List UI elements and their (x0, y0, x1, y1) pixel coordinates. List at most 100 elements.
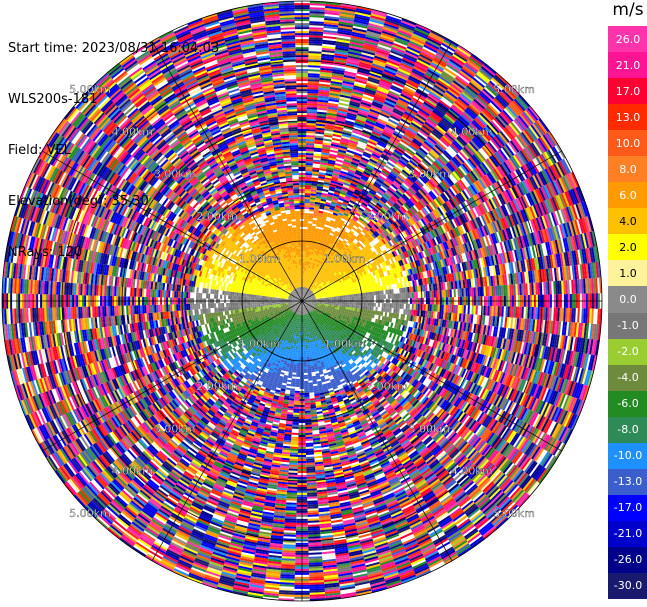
range-gate (307, 89, 319, 92)
range-gate (365, 306, 368, 310)
range-gate (389, 293, 392, 299)
range-gate (304, 219, 309, 222)
range-gate (375, 306, 378, 311)
range-gate (437, 304, 440, 312)
range-gate (397, 293, 400, 299)
range-gate (306, 245, 310, 248)
range-gate (334, 124, 345, 128)
range-gate (325, 3, 341, 8)
range-gate (327, 298, 330, 301)
range-gate (342, 80, 355, 86)
range-gate (314, 135, 324, 139)
range-gate (302, 265, 305, 268)
range-gate (329, 297, 332, 299)
range-gate (328, 153, 338, 158)
range-gate (383, 294, 386, 299)
range-gate (390, 322, 394, 328)
range-gate (305, 271, 308, 274)
range-gate (309, 13, 325, 16)
range-gate (326, 165, 335, 169)
range-gate (309, 203, 315, 206)
range-gate (381, 294, 384, 299)
range-gate (309, 31, 324, 34)
range-gate (317, 301, 320, 303)
range-gate (304, 189, 311, 192)
range-gate (319, 71, 333, 75)
range-gate (371, 306, 374, 311)
range-gate (303, 259, 306, 262)
range-gate (341, 304, 344, 307)
range-gate (302, 293, 304, 296)
range-gate (467, 305, 470, 315)
range-gate (371, 295, 374, 300)
range-gate (408, 280, 412, 287)
range-gate (307, 235, 311, 238)
range-gate (319, 73, 332, 77)
range-gate (326, 114, 337, 119)
range-gate (357, 302, 360, 306)
range-gate (353, 302, 356, 306)
range-gate (307, 101, 318, 104)
range-gate (373, 302, 376, 307)
range-gate (321, 55, 335, 60)
range-gate (306, 141, 315, 144)
range-gate (327, 108, 338, 113)
range-gate (397, 303, 400, 309)
range-gate (316, 115, 327, 119)
range-gate (303, 287, 305, 290)
range-gate (320, 196, 327, 200)
range-gate (355, 296, 358, 300)
range-gate (445, 289, 448, 298)
range-gate (321, 49, 335, 54)
range-gate (331, 74, 344, 79)
range-gate (305, 149, 314, 152)
range-gate (315, 123, 326, 127)
range-gate (306, 247, 310, 250)
range-gate (401, 303, 404, 309)
range-gate (331, 303, 334, 306)
range-gate (449, 289, 452, 298)
range-gate (302, 283, 304, 286)
range-gate (302, 291, 304, 294)
range-gate (371, 302, 374, 307)
range-gate (343, 76, 356, 82)
range-gate (310, 231, 315, 235)
range-gate (316, 191, 323, 195)
range-gate (305, 175, 312, 178)
range-gate (318, 89, 330, 93)
range-gate (303, 229, 308, 232)
range-gate (304, 213, 309, 216)
range-gate (314, 141, 323, 145)
range-gate (314, 234, 318, 237)
range-gate (369, 302, 372, 307)
range-gate (320, 61, 334, 66)
range-gate (333, 296, 336, 299)
range-gate (306, 143, 315, 146)
range-gate (331, 141, 340, 146)
range-gate (303, 247, 307, 250)
range-gate (411, 292, 414, 299)
range-gate (305, 163, 313, 166)
range-gate (336, 39, 351, 44)
range-gate (305, 147, 315, 150)
range-gate (387, 294, 390, 299)
range-gate (355, 11, 371, 18)
range-gate (327, 301, 330, 304)
range-gate (308, 69, 321, 72)
range-gate (305, 259, 308, 262)
range-gate (303, 291, 304, 294)
range-gate (308, 249, 312, 252)
range-gate (377, 263, 382, 269)
range-gate (393, 293, 396, 299)
range-gate (349, 43, 364, 49)
range-gate (314, 232, 319, 235)
range-gate (316, 111, 327, 115)
range-gate (320, 65, 333, 69)
range-gate (303, 239, 307, 242)
range-gate (351, 291, 354, 295)
range-gate (371, 291, 374, 296)
range-gate (343, 302, 346, 305)
range-gate (317, 299, 320, 301)
range-gate (325, 1, 342, 6)
